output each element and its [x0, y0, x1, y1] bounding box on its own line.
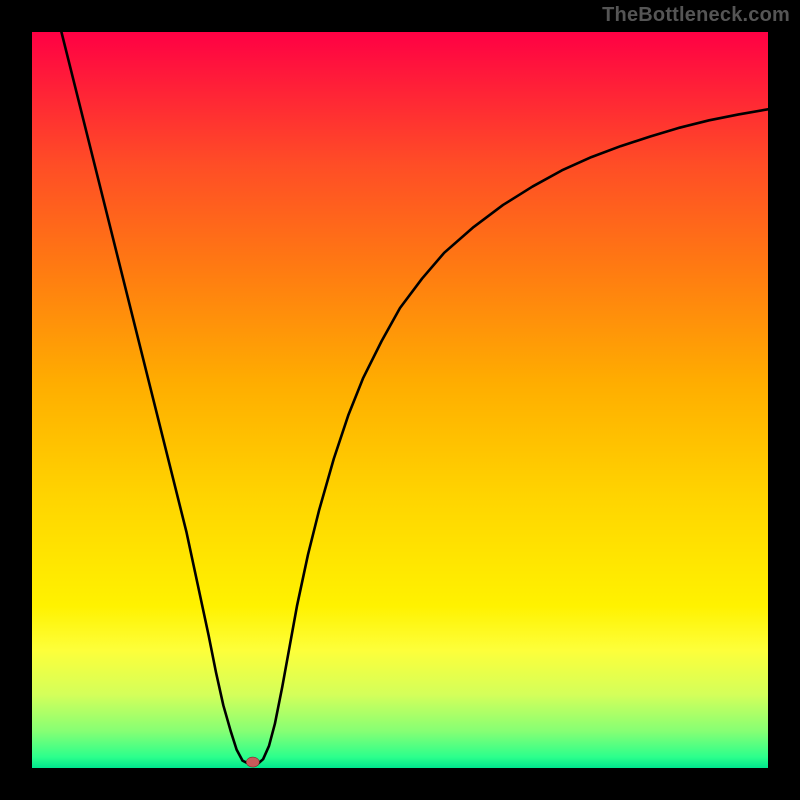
plot-area — [32, 32, 768, 768]
chart-frame: TheBottleneck.com — [0, 0, 800, 800]
gradient-background — [32, 32, 768, 768]
minimum-marker — [246, 757, 259, 767]
watermark-text: TheBottleneck.com — [602, 4, 790, 27]
chart-svg — [32, 32, 768, 768]
